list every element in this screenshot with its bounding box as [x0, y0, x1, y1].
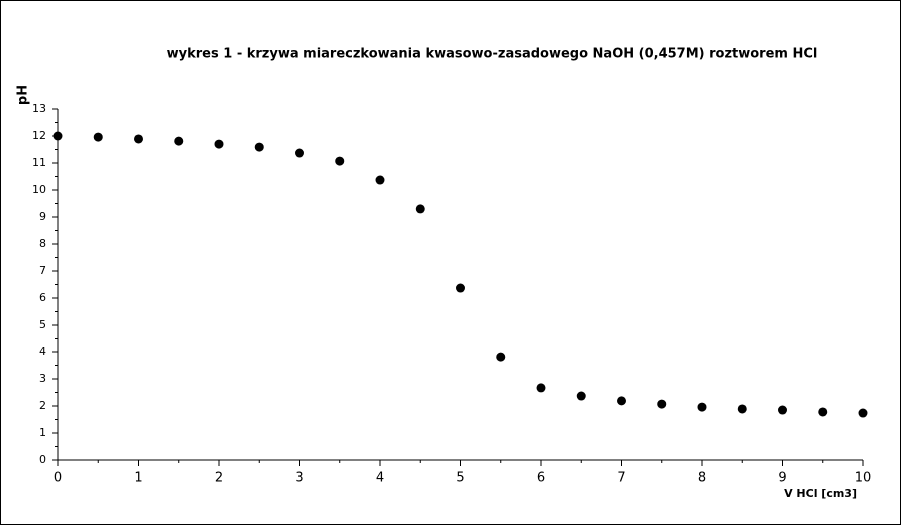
- data-point: [335, 156, 345, 166]
- y-tick-label: 5: [39, 318, 46, 331]
- y-tick-label: 11: [32, 156, 46, 169]
- y-tick-label: 1: [39, 426, 46, 439]
- data-point: [174, 136, 184, 146]
- y-tick-label: 12: [32, 129, 46, 142]
- y-tick-label: 0: [39, 453, 46, 466]
- data-point: [617, 396, 626, 406]
- y-tick-label: 13: [32, 102, 46, 115]
- data-point: [576, 391, 586, 401]
- data-point: [375, 175, 385, 185]
- y-tick-label: 6: [39, 291, 46, 304]
- data-point: [536, 383, 546, 393]
- data-point: [93, 132, 103, 142]
- y-axis-label: pH: [16, 85, 31, 105]
- data-point: [778, 405, 787, 415]
- x-tick-label: 8: [698, 471, 706, 486]
- data-point: [415, 204, 425, 214]
- x-tick-label: 1: [134, 471, 142, 486]
- data-point: [496, 352, 506, 362]
- y-tick-label: 7: [39, 264, 46, 277]
- x-tick-label: 3: [295, 471, 303, 486]
- chart-title: wykres 1 - krzywa miareczkowania kwasowo…: [167, 47, 818, 62]
- data-point: [53, 131, 63, 141]
- y-tick-label: 8: [39, 237, 46, 250]
- data-point: [295, 148, 304, 158]
- x-tick-label: 7: [617, 471, 625, 486]
- data-point: [737, 404, 747, 414]
- y-tick-label: 2: [39, 399, 46, 412]
- data-point: [657, 399, 667, 409]
- x-tick-label: 10: [855, 471, 872, 486]
- x-tick-label: 0: [54, 471, 62, 486]
- y-tick-label: 4: [39, 345, 46, 358]
- y-tick-label: 10: [32, 183, 46, 196]
- data-point: [254, 142, 264, 152]
- y-tick-label: 9: [39, 210, 46, 223]
- data-point: [697, 402, 707, 412]
- x-tick-label: 9: [778, 471, 786, 486]
- x-tick-label: 5: [456, 471, 464, 486]
- x-tick-label: 2: [215, 471, 223, 486]
- data-point: [858, 408, 868, 418]
- data-point: [214, 139, 224, 149]
- data-point: [134, 134, 143, 144]
- data-point: [456, 283, 465, 293]
- y-tick-label: 3: [39, 372, 46, 385]
- x-axis-label: V HCl [cm3]: [784, 487, 857, 500]
- x-tick-label: 4: [376, 471, 384, 486]
- data-point: [818, 407, 828, 417]
- x-tick-label: 6: [537, 471, 545, 486]
